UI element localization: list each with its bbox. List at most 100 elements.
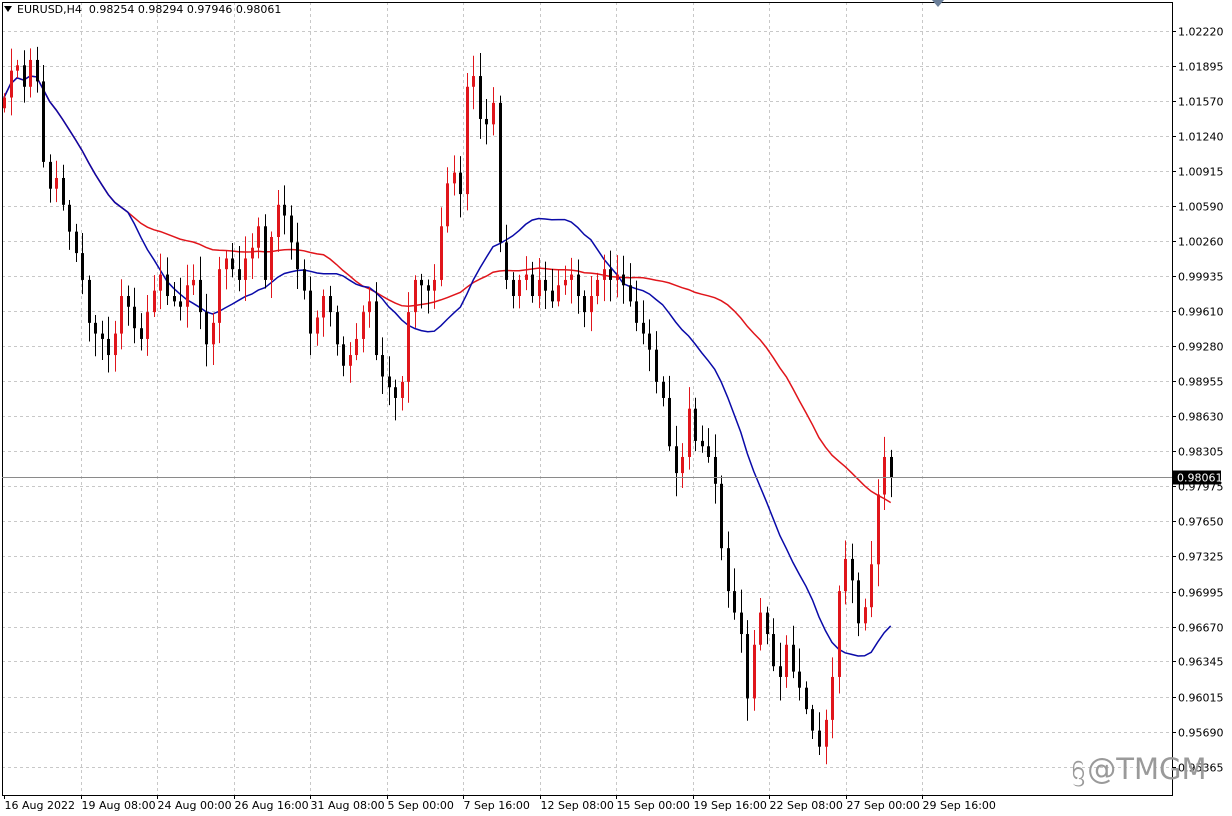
candle-body (883, 456, 886, 495)
candle-body (831, 676, 834, 720)
y-tick-label: 1.00260 (1178, 236, 1224, 249)
candle-body (173, 296, 176, 302)
candle-body (459, 172, 462, 195)
x-tick-label: 15 Sep 00:00 (617, 799, 690, 812)
y-tick-label: 0.97325 (1178, 551, 1224, 564)
candle-body (401, 381, 404, 398)
candle-body (62, 177, 65, 205)
x-tick-label: 29 Sep 16:00 (923, 799, 996, 812)
candle-body (701, 440, 704, 447)
candle-body (707, 446, 710, 457)
candle-body (414, 279, 417, 313)
candle-body (818, 730, 821, 747)
price-axis[interactable]: 1.02220 1.01895 1.01570 1.01240 1.00915 1.005… (1172, 26, 1224, 775)
candle-body (36, 59, 39, 82)
candle-body (583, 296, 586, 313)
candle-body (662, 381, 665, 398)
candle-body (577, 274, 580, 297)
candle-body (94, 322, 97, 334)
candle-body (303, 269, 306, 291)
candle-body (107, 338, 110, 356)
candle-body (251, 247, 254, 259)
ma-fast-line (3, 75, 892, 657)
candle-body (205, 312, 208, 345)
chart-frame (2, 2, 1173, 796)
candle-body (166, 274, 169, 297)
candle-body (635, 301, 638, 323)
candle-body (212, 322, 215, 345)
candle-body (596, 279, 599, 297)
candle-body (870, 564, 873, 608)
candle-body (472, 76, 475, 87)
candle-body (10, 70, 13, 98)
candle-body (772, 634, 775, 667)
candle-body (42, 81, 45, 162)
candle-body (453, 172, 456, 184)
candle-body (720, 483, 723, 549)
y-tick-label: 1.00590 (1178, 201, 1224, 214)
candle-body (362, 312, 365, 339)
candle-body (727, 548, 730, 592)
candle-body (890, 456, 893, 478)
current-price-label: 0.98061 (2, 470, 1223, 485)
y-tick-label: 1.00915 (1178, 166, 1224, 179)
chart-shift-marker-icon[interactable] (932, 0, 944, 7)
candle-body (238, 269, 241, 280)
candle-body (81, 253, 84, 280)
candle-body (270, 237, 273, 280)
candle-body (492, 102, 495, 125)
candle-body (479, 76, 482, 119)
candle-body (23, 65, 26, 87)
candle-body (531, 274, 534, 297)
candle-body (798, 671, 801, 688)
y-tick-label: 0.97650 (1178, 516, 1224, 529)
y-tick-label: 1.02220 (1178, 26, 1224, 39)
candle-body (688, 408, 691, 457)
candle-body (296, 242, 299, 270)
candle-body (225, 258, 228, 270)
candle-body (192, 279, 195, 286)
y-tick-label: 1.01570 (1178, 96, 1224, 109)
y-tick-label: 0.99280 (1178, 341, 1224, 354)
candle-body (218, 269, 221, 323)
time-axis[interactable]: 16 Aug 2022 19 Aug 08:00 24 Aug 00:00 26 Au… (4, 795, 996, 812)
candle-body (257, 226, 260, 248)
candle-body (518, 279, 521, 297)
candle-body (88, 279, 91, 323)
candle-body (740, 612, 743, 635)
candle-body (538, 279, 541, 297)
y-tick-label: 0.98955 (1178, 376, 1224, 389)
candle-body (75, 231, 78, 254)
candle-body (512, 279, 515, 297)
candlestick-series (3, 46, 893, 765)
candle-body (525, 274, 528, 280)
candle-body (694, 408, 697, 441)
ma-slow-path (3, 75, 892, 504)
x-tick-label: 26 Aug 16:00 (235, 799, 309, 812)
candle-body (877, 494, 880, 565)
chart-header[interactable]: EURUSD,H4 0.98254 0.98294 0.97946 0.9806… (4, 3, 281, 16)
ohlc-readout: 0.98254 0.98294 0.97946 0.98061 (88, 3, 282, 16)
x-tick-label: 12 Sep 08:00 (541, 799, 614, 812)
ma-slow-line (3, 75, 892, 504)
candle-body (838, 591, 841, 677)
candle-body (309, 290, 312, 334)
candle-body (785, 644, 788, 677)
candle-body (675, 446, 678, 474)
candle-body (668, 397, 671, 447)
candle-body (140, 328, 143, 339)
collapse-triangle-icon[interactable] (4, 6, 12, 12)
candle-body (368, 301, 371, 313)
y-tick-label: 0.96015 (1178, 692, 1224, 705)
x-tick-label: 31 Aug 08:00 (311, 799, 385, 812)
y-tick-label: 0.95365 (1178, 762, 1224, 775)
y-tick-label: 0.99935 (1178, 271, 1224, 284)
candle-body (381, 355, 384, 377)
candle-body (316, 317, 319, 334)
candle-body (811, 709, 814, 731)
candle-body (759, 612, 762, 645)
current-price-box (1173, 470, 1221, 485)
candle-body (648, 333, 651, 350)
candle-body (120, 296, 123, 334)
